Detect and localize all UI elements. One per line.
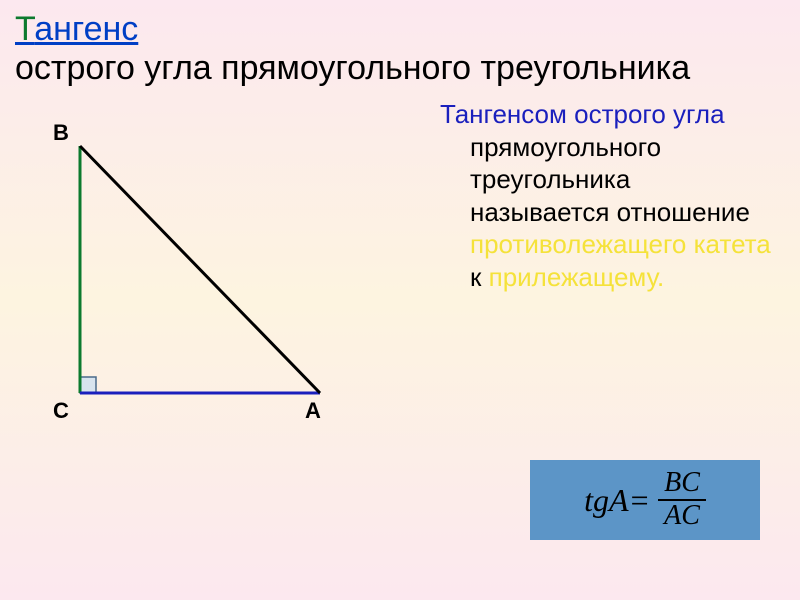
formula-eq: = xyxy=(629,482,651,519)
formula-numerator: BC xyxy=(658,468,706,501)
title-first-letter: Т xyxy=(15,10,34,48)
content-row: B C A Тангенсом острого угла прямоугольн… xyxy=(0,88,800,438)
def-part1: Тангенсом острого угла xyxy=(440,99,725,129)
def-part3: противолежащего катета xyxy=(470,229,771,259)
triangle-diagram: B C A xyxy=(15,118,375,438)
definition-text: Тангенсом острого угла прямоугольного тр… xyxy=(415,98,775,293)
definition-column: Тангенсом острого угла прямоугольного тр… xyxy=(395,98,775,438)
formula-denominator: AC xyxy=(658,501,706,532)
title-subtitle: острого угла прямоугольного треугольника xyxy=(15,49,690,87)
def-part5: прилежащему. xyxy=(489,262,665,292)
title-link-rest: ангенс xyxy=(34,10,138,48)
formula-box: tgA = BC AC xyxy=(530,460,760,540)
vertex-label-C: C xyxy=(53,398,69,424)
formula-lhs: tgA xyxy=(584,482,628,519)
triangle-svg xyxy=(15,118,375,438)
edge-AB xyxy=(80,146,320,393)
right-angle-marker xyxy=(80,377,96,393)
def-part2: прямоугольного треугольника называется о… xyxy=(470,132,750,227)
vertex-label-B: B xyxy=(53,120,69,146)
diagram-column: B C A xyxy=(15,98,395,438)
formula-fraction: BC AC xyxy=(658,468,706,532)
def-part4: к xyxy=(470,262,489,292)
title-link[interactable]: Тангенс xyxy=(15,10,138,48)
vertex-label-A: A xyxy=(305,398,321,424)
formula: tgA = BC AC xyxy=(584,468,706,532)
title-block: Тангенс острого угла прямоугольного треу… xyxy=(0,0,800,88)
